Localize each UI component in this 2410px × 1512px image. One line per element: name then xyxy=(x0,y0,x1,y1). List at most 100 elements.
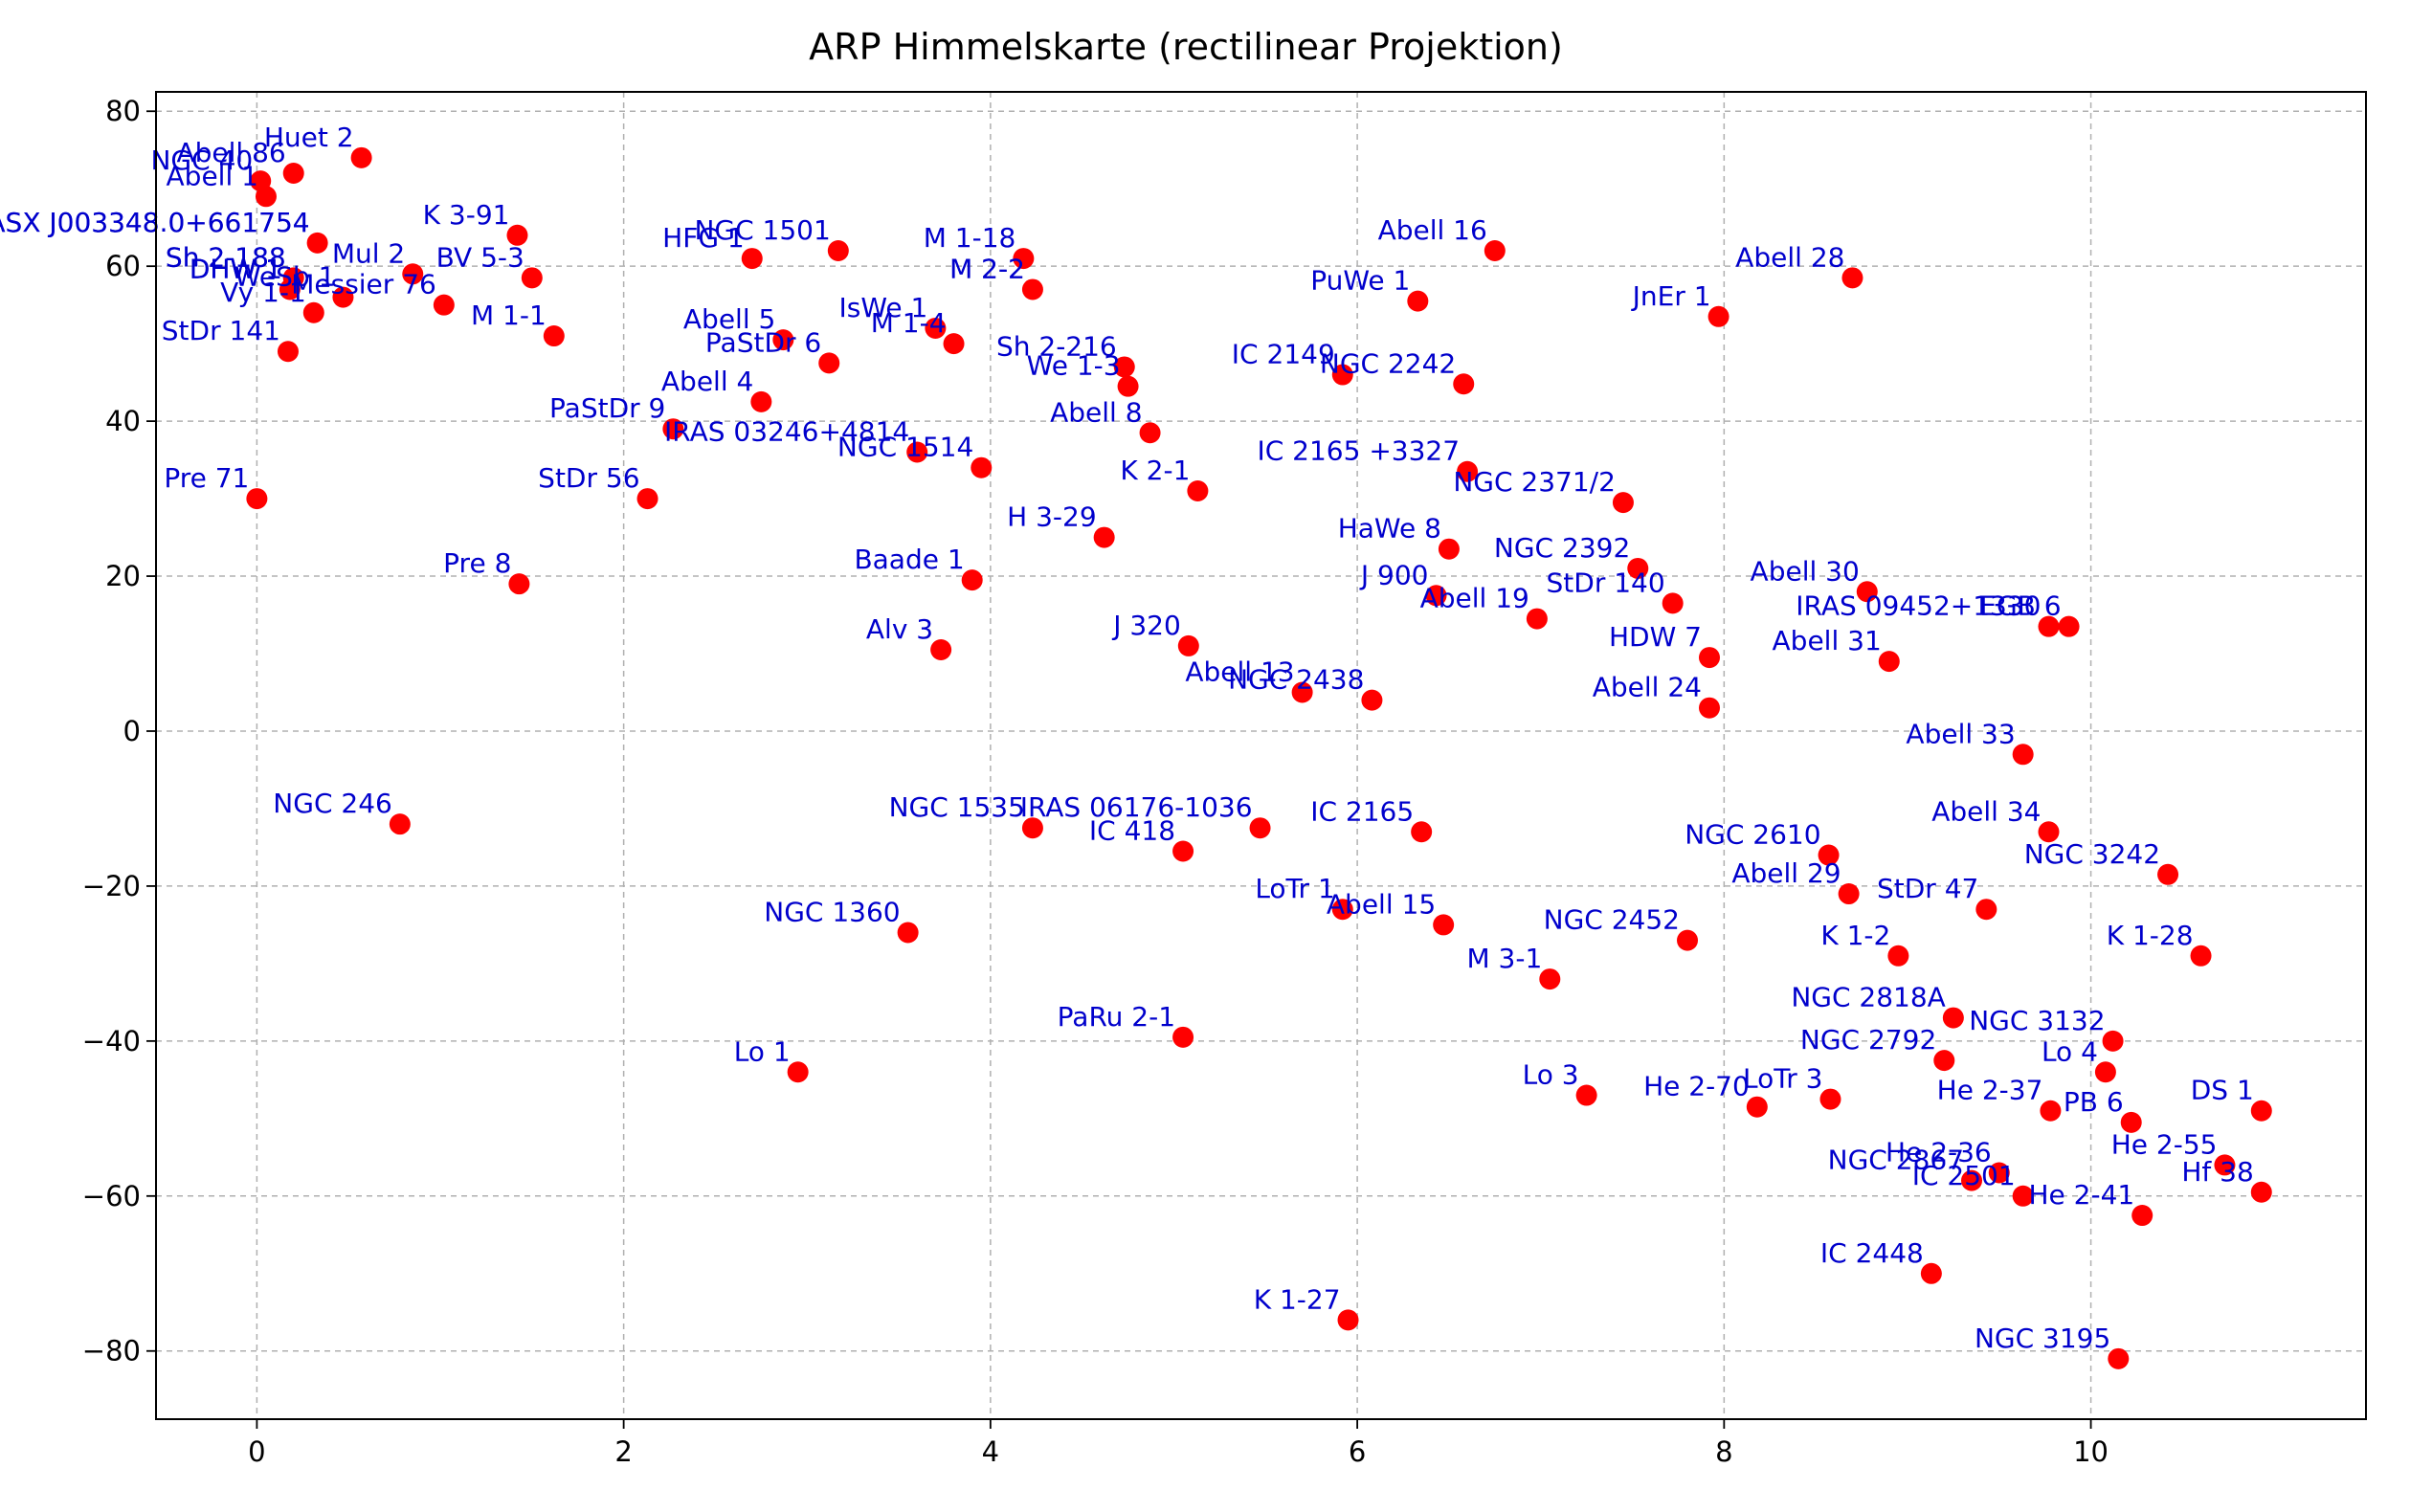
point-label: IPHASX J003348.0+661754 xyxy=(0,207,310,238)
point-label: He 2-36 xyxy=(1886,1137,1992,1168)
data-point xyxy=(925,317,947,339)
data-point xyxy=(1920,1262,1942,1284)
point-label: IC 418 xyxy=(1089,814,1175,846)
data-point xyxy=(1878,651,1900,673)
point-label: NGC 2392 xyxy=(1494,532,1630,564)
point-label: BV 5-3 xyxy=(436,241,524,273)
data-point xyxy=(2190,945,2212,967)
point-label: Sh 2-216 xyxy=(996,330,1117,362)
point-label: NGC 1501 xyxy=(694,214,830,246)
data-point xyxy=(506,224,528,246)
data-point xyxy=(1433,914,1455,936)
data-point xyxy=(750,390,772,412)
data-point xyxy=(662,418,684,440)
point-label: StDr 47 xyxy=(1877,873,1978,904)
data-point xyxy=(1484,239,1506,261)
data-point xyxy=(433,294,455,316)
y-tick-label: 20 xyxy=(105,560,141,592)
point-label: Sh 2-188 xyxy=(166,241,286,273)
y-tick-label: 60 xyxy=(105,250,141,282)
data-point xyxy=(1331,364,1353,386)
point-label: IC 2165 xyxy=(1310,795,1414,827)
data-point xyxy=(1612,492,1634,514)
point-label: NGC 2452 xyxy=(1544,904,1680,936)
data-point xyxy=(1177,634,1199,656)
point-label: DHW 1 xyxy=(190,253,282,284)
data-point xyxy=(2040,1100,2062,1122)
data-point xyxy=(1139,422,1161,444)
data-point xyxy=(1856,581,1878,603)
data-point xyxy=(1453,373,1475,395)
data-point xyxy=(1411,821,1433,843)
data-point xyxy=(1677,929,1699,951)
point-label: M 1-18 xyxy=(924,222,1016,254)
point-label: Abell 31 xyxy=(1773,625,1882,656)
point-label: M 3-1 xyxy=(1467,943,1543,974)
data-point xyxy=(1291,681,1313,703)
point-label: NGC 2818A xyxy=(1791,982,1946,1013)
point-label: K 1-2 xyxy=(1820,920,1890,951)
y-tick-label: −80 xyxy=(82,1335,141,1367)
data-point xyxy=(897,922,919,944)
point-label: Lo 4 xyxy=(2042,1035,2098,1067)
point-label: NGC 3242 xyxy=(2024,838,2160,870)
data-point xyxy=(1425,585,1447,607)
point-label: NGC 2792 xyxy=(1800,1024,1936,1056)
point-label: IPHASX J003348.0+661754 xyxy=(0,207,310,238)
data-point xyxy=(1331,899,1353,921)
data-point xyxy=(332,286,354,308)
point-label: Abell 4 xyxy=(661,366,753,397)
point-label: NGC 1535 xyxy=(889,791,1025,823)
point-label: NGC 1360 xyxy=(764,897,900,928)
point-label: Abell 1 xyxy=(167,160,258,191)
data-point xyxy=(2012,744,2034,766)
data-point xyxy=(277,341,299,363)
point-label: Pre 8 xyxy=(443,547,511,579)
point-label: M 1-1 xyxy=(471,300,547,331)
data-point xyxy=(971,456,993,478)
data-point xyxy=(1013,248,1035,270)
point-label: Abell 34 xyxy=(1931,795,2041,827)
y-tick-label: −20 xyxy=(82,870,141,902)
data-point xyxy=(772,329,794,351)
data-point xyxy=(943,333,965,355)
point-label: IC 2448 xyxy=(1820,1237,1924,1269)
data-point xyxy=(1407,290,1429,312)
point-label: Abell 5 xyxy=(683,303,775,335)
data-point xyxy=(508,573,530,595)
point-label: Lo 3 xyxy=(1523,1059,1579,1091)
data-point xyxy=(1933,1050,1955,1072)
data-point xyxy=(2108,1347,2130,1369)
x-tick-label: 2 xyxy=(614,1435,632,1468)
data-points xyxy=(246,146,2272,1369)
point-label: Lo 1 xyxy=(734,1035,791,1067)
point-label: M 2-2 xyxy=(949,253,1025,284)
data-point xyxy=(1113,356,1135,378)
data-point xyxy=(1438,538,1460,560)
data-point xyxy=(279,278,301,300)
chart-title: ARP Himmelskarte (rectilinear Projektion… xyxy=(809,26,1563,68)
point-label: NGC 2867 xyxy=(1828,1145,1964,1176)
data-point xyxy=(389,813,411,835)
y-tick-label: −60 xyxy=(82,1180,141,1212)
data-point xyxy=(1117,375,1139,397)
point-label: Abell 13 xyxy=(1185,656,1294,688)
data-point xyxy=(1457,460,1479,482)
x-tick-label: 4 xyxy=(982,1435,999,1468)
data-point xyxy=(1361,689,1383,711)
point-label: StDr 56 xyxy=(538,462,639,494)
point-label: NGC 3132 xyxy=(1969,1005,2105,1036)
data-point xyxy=(1746,1096,1768,1118)
point-label: LoTr 3 xyxy=(1743,1063,1822,1095)
data-point xyxy=(1887,945,1909,967)
data-point xyxy=(787,1061,809,1083)
point-label: M 1-4 xyxy=(871,307,947,339)
data-point xyxy=(818,352,840,374)
point-label: Mul 2 xyxy=(332,237,405,269)
point-label: H 3-29 xyxy=(1007,501,1097,533)
point-label: StDr 140 xyxy=(1547,567,1665,598)
point-label: PaStDr 6 xyxy=(705,326,821,358)
point-label: PaRu 2-1 xyxy=(1058,1001,1175,1033)
data-point xyxy=(1249,817,1271,839)
x-tick-label: 0 xyxy=(248,1435,265,1468)
